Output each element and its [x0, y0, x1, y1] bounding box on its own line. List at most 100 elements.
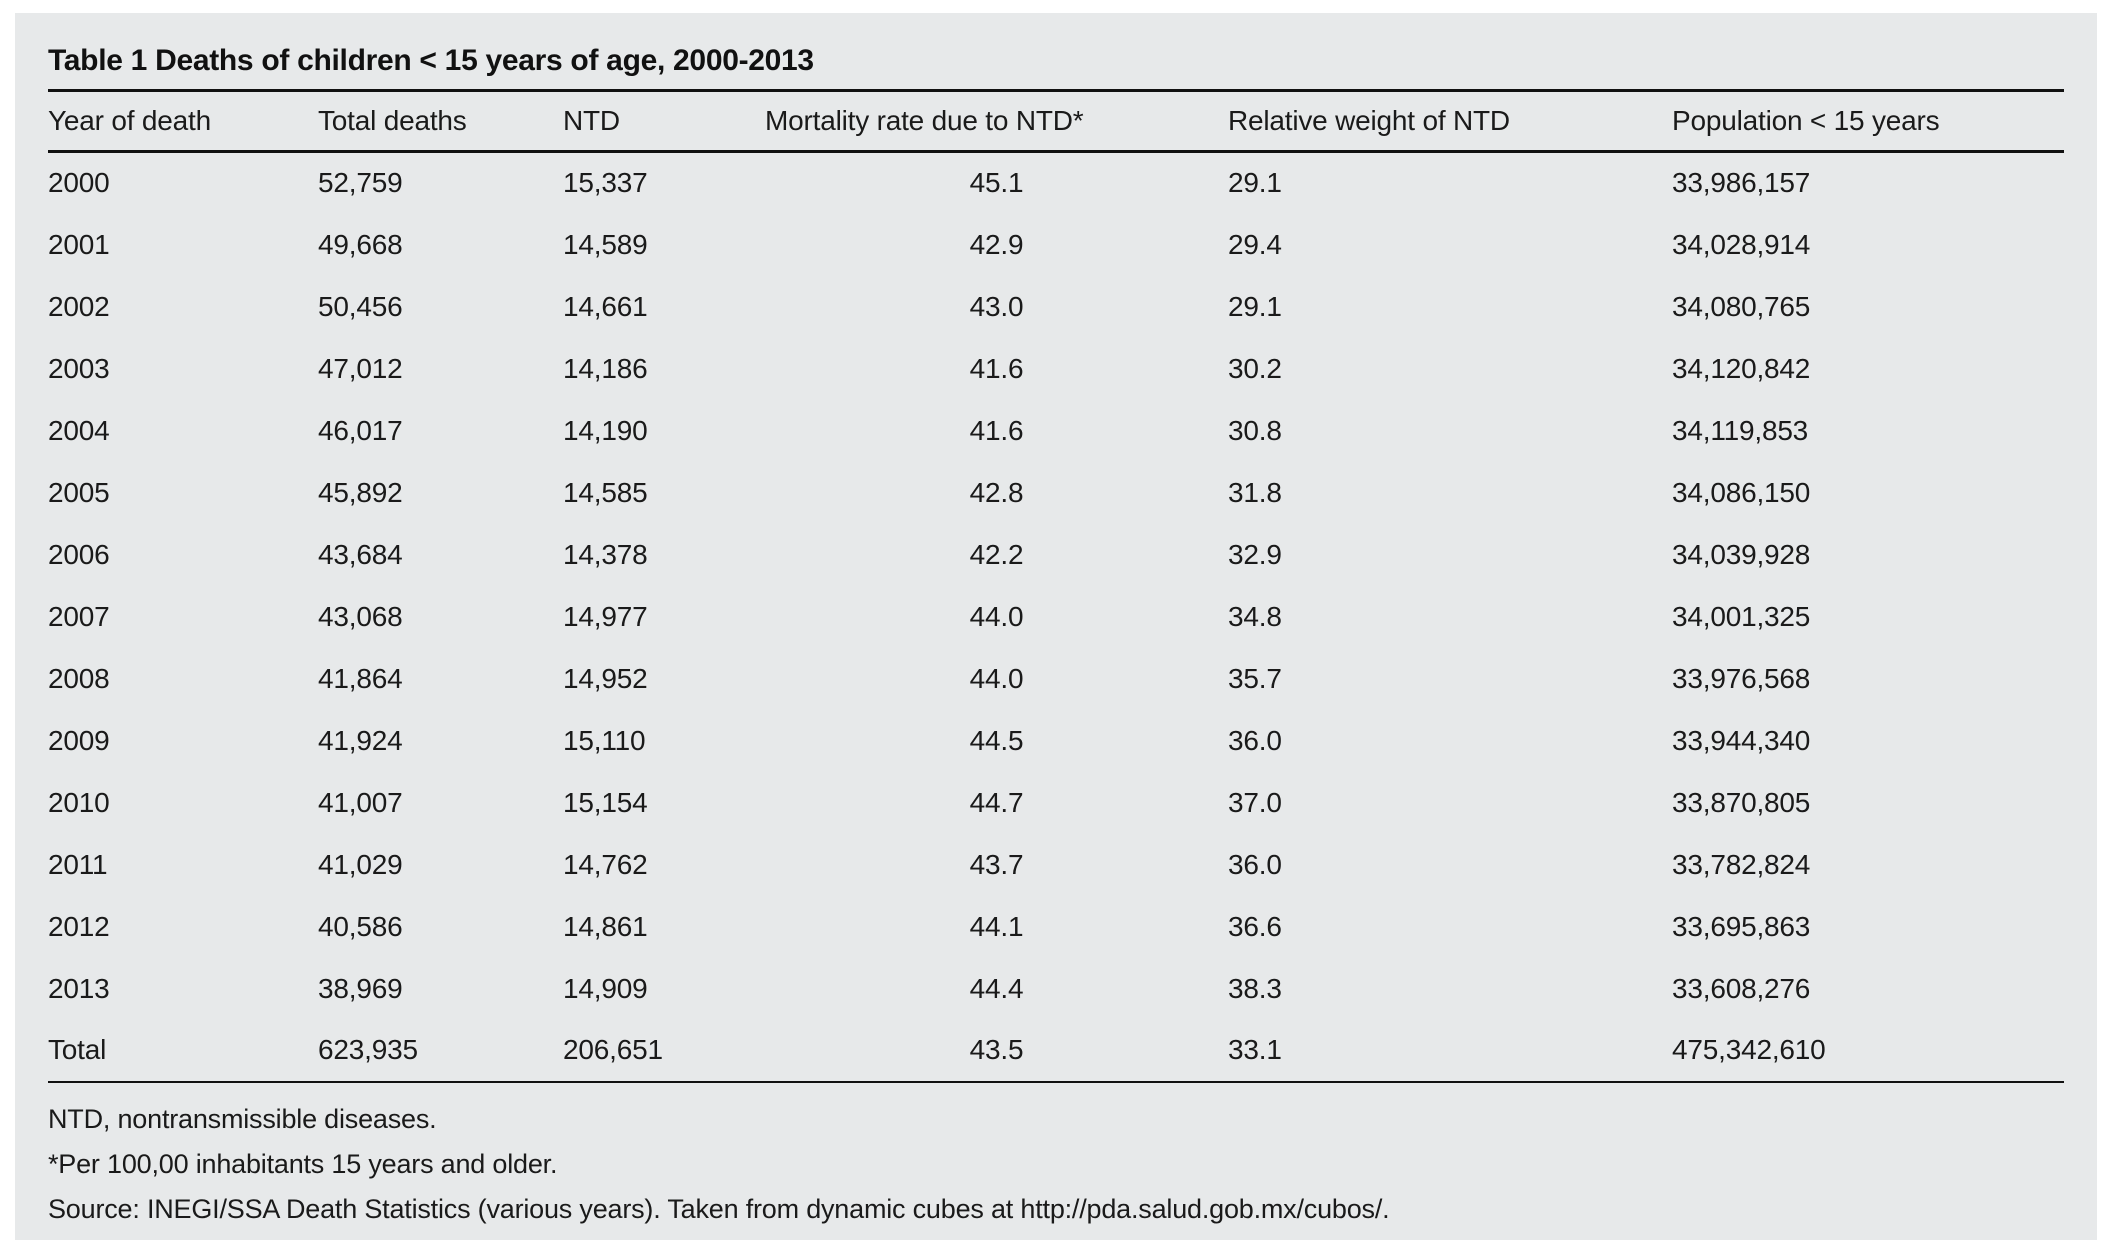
table-cell: 30.2 — [1228, 352, 1282, 384]
table-cell: 42.8 — [969, 476, 1024, 508]
table-cell: 43.0 — [969, 290, 1024, 322]
footnotes-block: NTD, nontransmissible diseases. *Per 100… — [48, 1083, 2062, 1232]
table-row: 2011 41,029 14,762 43.7 36.0 33,782,824 — [48, 834, 2064, 896]
table-cell: 43,684 — [318, 538, 403, 570]
table-cell: 41,864 — [318, 662, 403, 694]
table-cell: 44.0 — [969, 600, 1024, 632]
table-cell: 15,337 — [563, 167, 648, 199]
table-cell: 14,909 — [563, 972, 648, 1004]
column-header-population: Population < 15 years — [1672, 105, 1940, 136]
table-row: 2002 50,456 14,661 43.0 29.1 34,080,765 — [48, 276, 2064, 338]
table-cell: 44.0 — [969, 662, 1024, 694]
table-cell: 45.1 — [969, 167, 1024, 199]
table-cell: 2009 — [48, 724, 110, 756]
footnote-ntd-abbreviation: NTD, nontransmissible diseases. — [48, 1103, 437, 1134]
table-cell: 15,154 — [563, 786, 648, 818]
table-cell: 41.6 — [969, 414, 1024, 446]
table-cell: 47,012 — [318, 352, 403, 384]
table-cell: 34,039,928 — [1672, 538, 1811, 570]
table-cell: 42.2 — [969, 538, 1024, 570]
footnote-rate-definition: *Per 100,00 inhabitants 15 years and old… — [48, 1148, 558, 1179]
footnote-source: Source: INEGI/SSA Death Statistics (vari… — [48, 1193, 1390, 1224]
table-cell: 44.4 — [969, 972, 1024, 1004]
table-cell: 31.8 — [1228, 476, 1282, 508]
table-cell: 33,870,805 — [1672, 786, 1811, 818]
table-cell: 2007 — [48, 600, 110, 632]
table-cell: 41,007 — [318, 786, 403, 818]
table-cell: 2005 — [48, 476, 110, 508]
table-cell: 41.6 — [969, 352, 1024, 384]
table-row: 2006 43,684 14,378 42.2 32.9 34,039,928 — [48, 524, 2064, 586]
table-cell: 37.0 — [1228, 786, 1282, 818]
table-cell: 33,986,157 — [1672, 167, 1811, 199]
table-cell: 14,190 — [563, 414, 648, 446]
table-cell: 34,080,765 — [1672, 290, 1811, 322]
table-cell: 49,668 — [318, 228, 403, 260]
header-row: Year of death Total deaths NTD Mortality… — [48, 90, 2064, 152]
table-panel: Table 1 Deaths of children < 15 years of… — [15, 13, 2097, 1240]
table-cell: 43,068 — [318, 600, 403, 632]
table-row: 2000 52,759 15,337 45.1 29.1 33,986,157 — [48, 152, 2064, 214]
table-cell: 34,001,325 — [1672, 600, 1811, 632]
table-cell: 33,976,568 — [1672, 662, 1811, 694]
table-cell: 45,892 — [318, 476, 403, 508]
table-cell: 14,762 — [563, 848, 648, 880]
table-row: 2008 41,864 14,952 44.0 35.7 33,976,568 — [48, 648, 2064, 710]
table-cell: 30.8 — [1228, 414, 1282, 446]
table-cell: 34,120,842 — [1672, 352, 1811, 384]
table-row: 2010 41,007 15,154 44.7 37.0 33,870,805 — [48, 772, 2064, 834]
table-cell: 14,952 — [563, 662, 648, 694]
table-cell: 44.7 — [969, 786, 1024, 818]
table-cell: 2002 — [48, 290, 110, 322]
table-cell: 2000 — [48, 167, 110, 199]
table-cell: 38.3 — [1228, 972, 1282, 1004]
table-row: 2012 40,586 14,861 44.1 36.6 33,695,863 — [48, 896, 2064, 958]
table-cell: 2008 — [48, 662, 110, 694]
table-cell: 2011 — [48, 848, 108, 880]
table-cell: 14,585 — [563, 476, 648, 508]
table-cell: 35.7 — [1228, 662, 1282, 694]
table-cell: 40,586 — [318, 910, 403, 942]
table-cell: 38,969 — [318, 972, 403, 1004]
table-cell: 2001 — [48, 228, 110, 260]
table-cell: 2012 — [48, 910, 110, 942]
table-row: 2005 45,892 14,585 42.8 31.8 34,086,150 — [48, 462, 2064, 524]
table-row: 2001 49,668 14,589 42.9 29.4 34,028,914 — [48, 214, 2064, 276]
column-header-total-deaths: Total deaths — [318, 105, 467, 136]
table-cell: 206,651 — [563, 1034, 663, 1065]
table-cell: 44.5 — [969, 724, 1024, 756]
column-header-year-of-death: Year of death — [48, 105, 211, 136]
table-cell: Total — [48, 1034, 107, 1065]
table-cell: 29.1 — [1228, 290, 1282, 322]
data-table: Year of death Total deaths NTD Mortality… — [48, 89, 2064, 1083]
table-cell: 34,086,150 — [1672, 476, 1811, 508]
table-cell: 34.8 — [1228, 600, 1282, 632]
table-cell: 50,456 — [318, 290, 403, 322]
table-row: 2007 43,068 14,977 44.0 34.8 34,001,325 — [48, 586, 2064, 648]
table-cell: 14,861 — [563, 910, 648, 942]
table-cell: 43.7 — [969, 848, 1024, 880]
table-cell: 33,782,824 — [1672, 848, 1811, 880]
table-cell: 475,342,610 — [1672, 1034, 1826, 1065]
table-cell: 36.0 — [1228, 724, 1282, 756]
table-body: 2000 52,759 15,337 45.1 29.1 33,986,157 2001 49… — [48, 152, 2064, 1082]
table-header: Year of death Total deaths NTD Mortality… — [48, 90, 2064, 152]
column-header-ntd: NTD — [563, 105, 620, 136]
table-row: 2004 46,017 14,190 41.6 30.8 34,119,853 — [48, 400, 2064, 462]
table-cell: 52,759 — [318, 167, 403, 199]
table-cell: 46,017 — [318, 414, 403, 446]
table-cell: 2010 — [48, 786, 110, 818]
table-cell: 2003 — [48, 352, 110, 384]
table-row: 2003 47,012 14,186 41.6 30.2 34,120,842 — [48, 338, 2064, 400]
table-cell: 623,935 — [318, 1034, 418, 1065]
table-cell: 14,589 — [563, 228, 648, 260]
table-cell: 33,944,340 — [1672, 724, 1811, 756]
column-header-relative-weight: Relative weight of NTD — [1228, 105, 1510, 136]
table-cell: 41,029 — [318, 848, 403, 880]
table-cell: 36.0 — [1228, 848, 1282, 880]
table-cell: 36.6 — [1228, 910, 1282, 942]
table-cell: 33,695,863 — [1672, 910, 1811, 942]
table-cell: 33,608,276 — [1672, 972, 1811, 1004]
table-cell: 2013 — [48, 972, 110, 1004]
table-cell: 14,378 — [563, 538, 648, 570]
